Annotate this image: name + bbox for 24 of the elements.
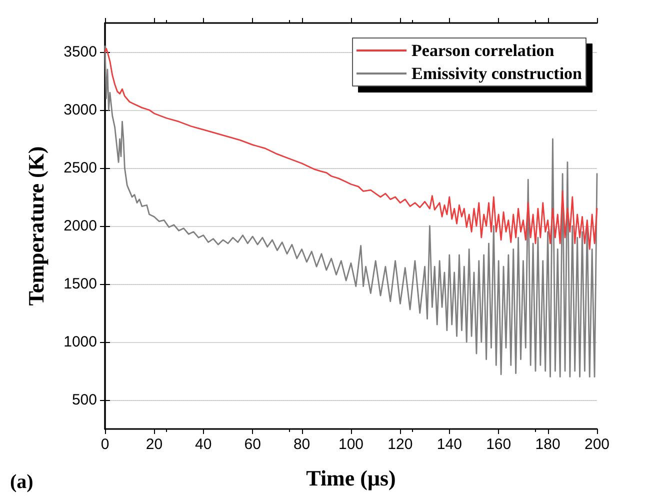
- x-tick-label: 100: [338, 436, 364, 453]
- x-tick-label: 180: [535, 436, 560, 453]
- y-tick-label: 3000: [64, 102, 97, 118]
- legend-label: Emissivity construction: [412, 64, 583, 83]
- x-tick-label: 160: [486, 436, 512, 453]
- line-series: [104, 46, 598, 378]
- legend-label: Pearson correlation: [412, 41, 555, 60]
- x-tick-label: 200: [584, 436, 610, 453]
- x-tick-label: 40: [195, 436, 212, 453]
- y-tick-label: 500: [72, 392, 97, 408]
- x-tick-label: 120: [388, 436, 413, 453]
- y-tick-label: 2500: [64, 160, 97, 176]
- y-axis-title: Temperature (K): [24, 146, 48, 306]
- x-tick-label: 140: [436, 436, 462, 453]
- x-tick-label: 60: [244, 436, 261, 453]
- y-tick-label: 2000: [64, 218, 97, 234]
- x-axis-title: Time (μs): [306, 466, 396, 490]
- x-tick-label: 80: [293, 436, 310, 453]
- y-tick-label: 3500: [64, 44, 97, 60]
- x-tick-label: 20: [146, 436, 163, 453]
- y-tick-label: 1000: [64, 334, 97, 350]
- y-tick-label: 1500: [64, 276, 97, 292]
- x-tick-label: 0: [100, 436, 110, 453]
- text: (a): [10, 471, 34, 493]
